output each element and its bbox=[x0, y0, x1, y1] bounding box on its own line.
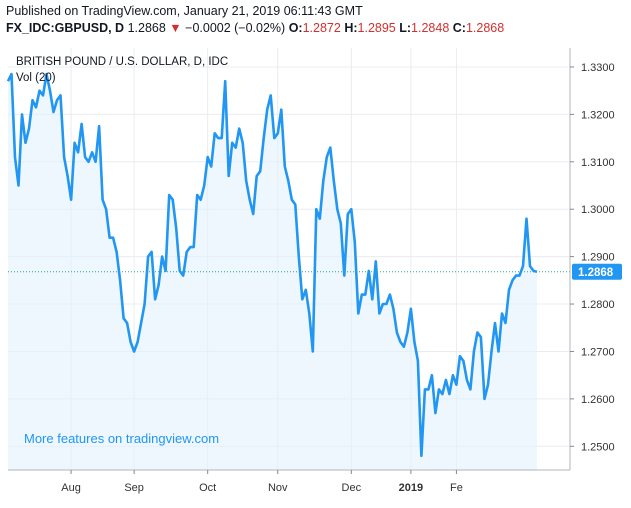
current-price-tag bbox=[572, 263, 622, 280]
price-tick-label: 1.2600 bbox=[581, 394, 615, 406]
published-text: Published on TradingView.com, January 21… bbox=[6, 4, 363, 18]
price-tick-label: 1.3000 bbox=[581, 204, 615, 216]
price-tick-label: 1.3200 bbox=[581, 109, 615, 121]
time-tick-label: Dec bbox=[342, 482, 362, 494]
low-label: L: bbox=[399, 21, 412, 35]
current-price-tag-label: 1.2868 bbox=[578, 267, 614, 279]
open-value: 1.2872 bbox=[302, 21, 341, 35]
volume-label: Vol (20) bbox=[16, 72, 56, 84]
price-line[interactable] bbox=[6, 72, 538, 458]
symbol-label: FX_IDC:GBPUSD, D bbox=[6, 21, 125, 35]
time-tick-label: Nov bbox=[268, 482, 288, 494]
close-value: 1.2868 bbox=[465, 21, 505, 35]
high-value: 1.2895 bbox=[357, 21, 396, 35]
time-tick-label: Sep bbox=[124, 482, 144, 494]
chart-frame[interactable]: 1.3300 1.3200 1.3100 1.3000 1.2900 1.2800 1.27… bbox=[0, 40, 631, 503]
price-tick-label: 1.2900 bbox=[581, 252, 615, 264]
down-arrow-icon: ▼ bbox=[169, 21, 182, 35]
time-axis[interactable]: Aug Sep Oct Nov Dec 2019 Fe bbox=[61, 470, 463, 494]
price-tick-label: 1.2500 bbox=[581, 441, 615, 453]
low-value: 1.2848 bbox=[411, 21, 450, 35]
tradingview-watermark[interactable]: More features on tradingview.com bbox=[24, 431, 219, 446]
close-label: C: bbox=[452, 21, 466, 35]
price-change: −0.0002 (−0.02%) bbox=[185, 21, 286, 35]
high-label: H: bbox=[344, 21, 358, 35]
price-axis[interactable]: 1.3300 1.3200 1.3100 1.3000 1.2900 1.2800 1.27… bbox=[570, 62, 615, 453]
price-tick-label: 1.3100 bbox=[581, 157, 615, 169]
last-price: 1.2868 bbox=[127, 21, 166, 35]
time-tick-label: 2019 bbox=[399, 482, 423, 494]
price-chart[interactable]: 1.3300 1.3200 1.3100 1.3000 1.2900 1.2800 1.27… bbox=[0, 40, 631, 503]
price-tick-label: 1.2700 bbox=[581, 346, 615, 358]
chart-title: BRITISH POUND / U.S. DOLLAR, D, IDC bbox=[16, 56, 228, 68]
price-tick-label: 1.2800 bbox=[581, 299, 615, 311]
time-tick-label: Oct bbox=[199, 482, 216, 494]
open-label: O: bbox=[288, 21, 303, 35]
ohlc-line: FX_IDC:GBPUSD, D 1.2868 ▼ −0.0002 (−0.02… bbox=[6, 21, 504, 35]
time-tick-label: Aug bbox=[61, 482, 81, 494]
time-tick-label: Fe bbox=[450, 482, 463, 494]
price-tick-label: 1.3300 bbox=[581, 62, 615, 74]
published-line: Published on TradingView.com, January 21… bbox=[6, 4, 363, 18]
